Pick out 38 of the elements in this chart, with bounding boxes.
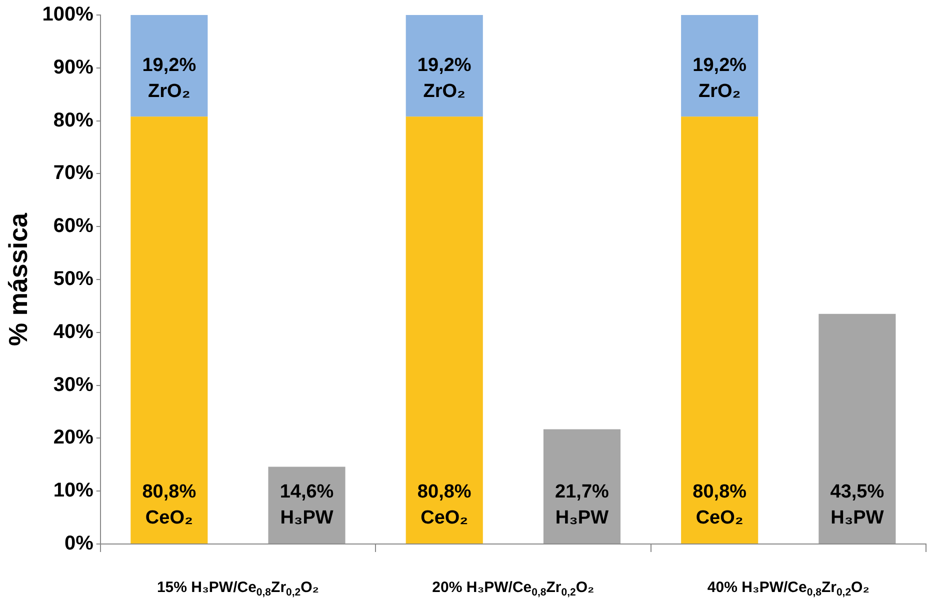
bar xyxy=(406,116,483,544)
y-tick-label: 50% xyxy=(53,268,94,290)
series-label: H₃PW xyxy=(280,508,334,529)
text: H₃PW xyxy=(555,508,609,529)
y-tick-label: 80% xyxy=(53,109,94,132)
series-label: ZrO₂ xyxy=(148,80,190,102)
y-tick-label: 70% xyxy=(53,162,94,184)
y-tick-label: 90% xyxy=(53,56,94,78)
y-tick-label: 40% xyxy=(53,320,94,343)
bar xyxy=(818,314,896,544)
bar xyxy=(130,15,208,117)
data-label: 80,8% xyxy=(692,482,747,503)
y-tick-label: 30% xyxy=(53,374,94,396)
data-label: 43,5% xyxy=(830,482,884,503)
y-tick-label: 0% xyxy=(64,532,94,555)
data-label: 19,2% xyxy=(417,54,472,76)
bar xyxy=(130,116,208,544)
data-label: 14,6% xyxy=(280,482,334,503)
y-tick-label: 20% xyxy=(53,426,94,449)
data-label: 19,2% xyxy=(142,54,196,76)
y-tick-label: 10% xyxy=(53,480,94,502)
bar xyxy=(406,15,483,117)
data-label: 80,8% xyxy=(142,482,196,503)
data-label: 21,7% xyxy=(555,482,610,503)
text: CeO₂ xyxy=(420,508,468,529)
data-label: 80,8% xyxy=(417,482,472,503)
text: ZrO₂ xyxy=(698,80,741,102)
bar xyxy=(681,15,758,117)
bar xyxy=(681,116,758,544)
data-label: 19,2% xyxy=(692,54,747,76)
text: CeO₂ xyxy=(696,508,744,529)
text: H₃PW xyxy=(830,508,884,529)
series-label: CeO₂ xyxy=(145,508,193,529)
bar xyxy=(543,429,621,544)
y-tick-label: 60% xyxy=(53,215,94,238)
text: ZrO₂ xyxy=(423,80,466,102)
y-axis-title: % mássica xyxy=(2,212,33,346)
y-tick-label: 100% xyxy=(42,4,94,26)
